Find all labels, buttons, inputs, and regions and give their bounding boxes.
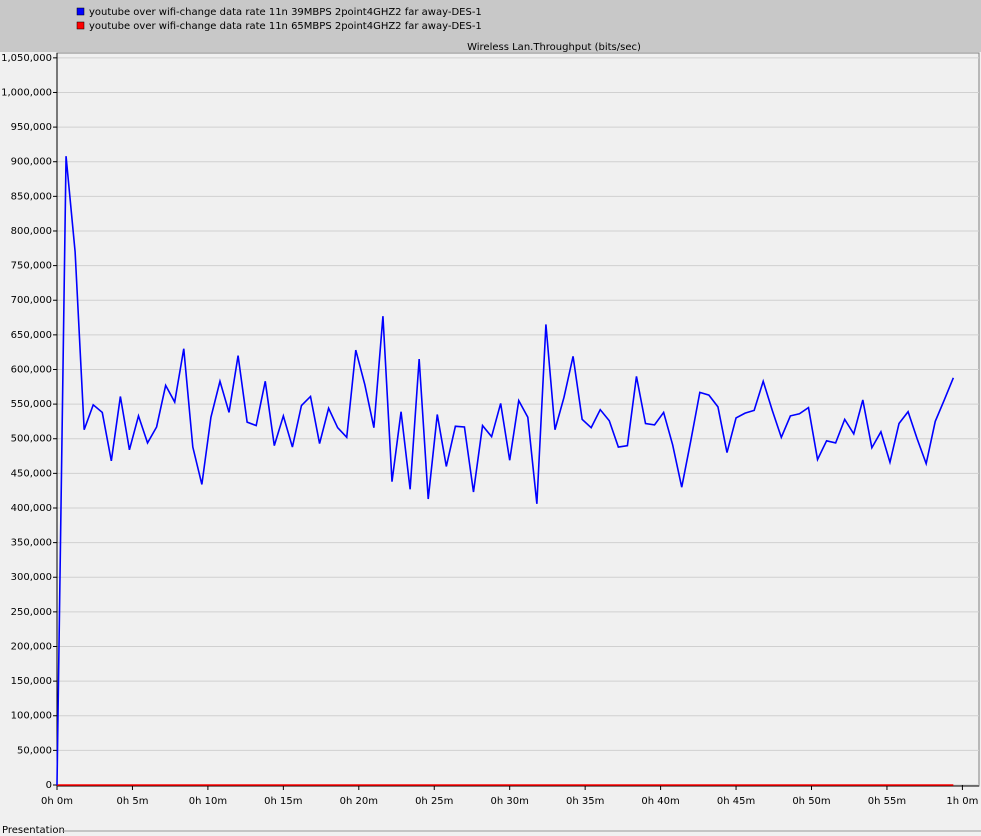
x-tick-label: 0h 20m	[340, 796, 378, 807]
y-tick-label: 50,000	[17, 745, 52, 756]
y-tick-label: 650,000	[11, 330, 52, 341]
y-tick-label: 900,000	[11, 157, 52, 168]
header-band	[0, 0, 981, 52]
y-tick-label: 400,000	[11, 503, 52, 514]
x-tick-label: 0h 25m	[415, 796, 453, 807]
y-tick-label: 750,000	[11, 261, 52, 272]
y-tick-label: 200,000	[11, 641, 52, 652]
y-tick-label: 300,000	[11, 572, 52, 583]
x-tick-label: 0h 45m	[717, 796, 755, 807]
x-tick-label: 0h 5m	[116, 796, 148, 807]
series-line	[56, 156, 955, 786]
y-tick-label: 0	[46, 780, 52, 791]
y-tick-label: 1,050,000	[1, 53, 52, 64]
y-tick-label: 800,000	[11, 226, 52, 237]
y-tick-label: 100,000	[11, 711, 52, 722]
y-tick-label: 250,000	[11, 607, 52, 618]
legend-swatch	[76, 7, 85, 16]
y-tick-label: 350,000	[11, 538, 52, 549]
y-tick-label: 850,000	[11, 191, 52, 202]
x-tick-label: 0h 0m	[41, 796, 73, 807]
x-tick-label: 0h 10m	[189, 796, 227, 807]
x-tick-label: 0h 50m	[792, 796, 830, 807]
y-tick-label: 950,000	[11, 122, 52, 133]
y-tick-label: 1,000,000	[1, 87, 52, 98]
legend-label: youtube over wifi-change data rate 11n 3…	[89, 7, 482, 18]
y-tick-label: 700,000	[11, 295, 52, 306]
x-tick-label: 0h 55m	[868, 796, 906, 807]
chart-title: Wireless Lan.Throughput (bits/sec)	[467, 42, 641, 53]
x-tick-label: 1h 0m	[946, 796, 978, 807]
y-tick-label: 500,000	[11, 434, 52, 445]
footer-label: Presentation	[2, 825, 65, 836]
x-tick-label: 0h 30m	[491, 796, 529, 807]
y-tick-label: 600,000	[11, 364, 52, 375]
x-tick-label: 0h 35m	[566, 796, 604, 807]
x-tick-label: 0h 15m	[264, 796, 302, 807]
legend-label: youtube over wifi-change data rate 11n 6…	[89, 21, 482, 32]
y-tick-label: 450,000	[11, 468, 52, 479]
y-tick-label: 550,000	[11, 399, 52, 410]
y-tick-label: 150,000	[11, 676, 52, 687]
legend-swatch	[76, 21, 85, 30]
plot-area	[56, 52, 980, 787]
x-tick-label: 0h 40m	[641, 796, 679, 807]
